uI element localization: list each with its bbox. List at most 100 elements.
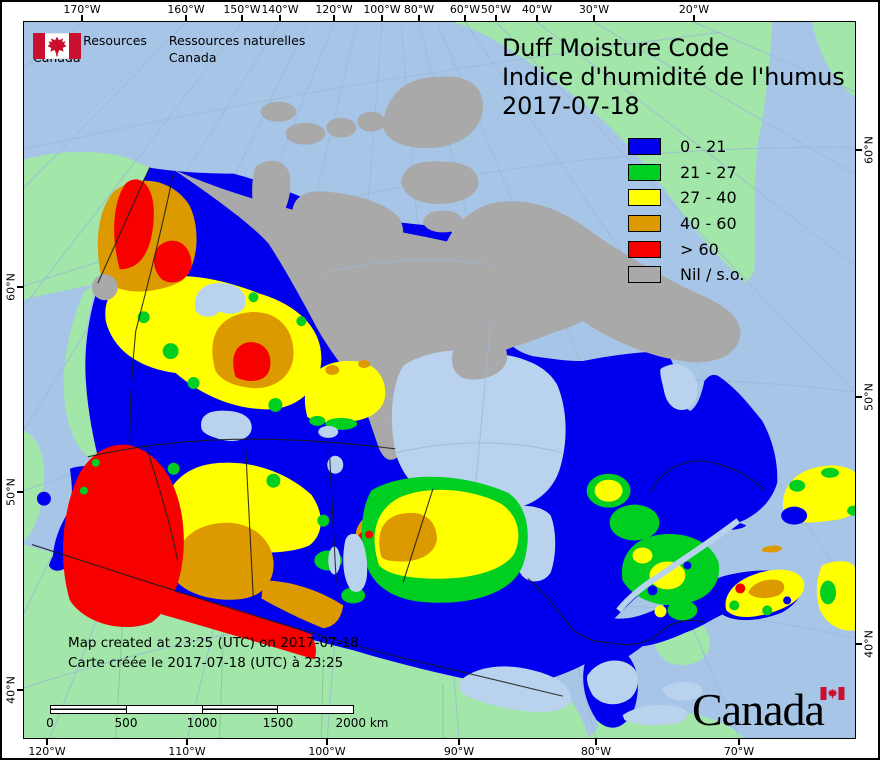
axis-tick (279, 15, 281, 21)
legend-swatch-dmc_blue (628, 138, 661, 156)
creation-note-fr: Carte créée le 2017-07-18 (UTC) à 23:25 (68, 654, 344, 671)
legend-item-2: 27 - 40 (628, 185, 744, 211)
scale-segment (278, 706, 353, 713)
axis-label-top-60W: 60°W (449, 3, 481, 16)
map-title-en: Duff Moisture Code (502, 34, 729, 62)
axis-label-top-170W: 170°W (63, 3, 101, 16)
axis-label-bottom-80W: 80°W (580, 745, 612, 758)
canada-dmc-map (24, 22, 855, 738)
department-fr-line2: Canada (168, 49, 217, 65)
nil-tundra-layer (173, 169, 585, 460)
legend-label: Nil / s.o. (680, 265, 745, 285)
axis-label-top-140W: 140°W (261, 3, 299, 16)
legend-swatch-dmc_orange (628, 215, 661, 233)
axis-tick (693, 15, 695, 21)
legend-item-3: 40 - 60 (628, 211, 744, 237)
axis-label-top-30W: 30°W (578, 3, 610, 16)
axis-tick (458, 739, 460, 745)
scale-segment (127, 706, 203, 713)
axis-label-top-120W: 120°W (315, 3, 353, 16)
axis-tick (185, 15, 187, 21)
canada-wordmark: Canada (692, 684, 855, 738)
axis-tick (17, 491, 23, 493)
axis-tick (856, 643, 862, 645)
axis-label-top-160W: 160°W (167, 3, 205, 16)
map-title: Duff Moisture Code Indice d'humidité de … (502, 34, 845, 121)
axis-tick (17, 286, 23, 288)
axis-tick (333, 15, 335, 21)
legend-item-4: > 60 (628, 236, 744, 262)
axis-label-left-40N: 40°N (4, 676, 18, 704)
maple-leaf-icon (47, 36, 67, 57)
axis-tick (326, 739, 328, 745)
axis-label-top-40W: 40°W (521, 3, 553, 16)
axis-label-left-50N: 50°N (4, 478, 18, 506)
axis-tick (464, 15, 466, 21)
map-date: 2017-07-18 (502, 92, 640, 120)
axis-tick (738, 739, 740, 745)
scale-label-0: 0 (46, 716, 54, 730)
axis-tick (17, 689, 23, 691)
axis-tick (593, 15, 595, 21)
legend-item-5: Nil / s.o. (628, 262, 744, 288)
axis-label-top-20W: 20°W (678, 3, 710, 16)
axis-tick (241, 15, 243, 21)
legend-label: 0 - 21 (680, 137, 727, 157)
axis-tick (856, 396, 862, 398)
creation-note-en: Map created at 23:25 (UTC) on 2017-07-18 (68, 635, 359, 651)
legend-swatch-dmc_green (628, 163, 661, 181)
legend-item-1: 21 - 27 (628, 160, 744, 186)
scale-label-end: 2000 km (335, 716, 389, 730)
axis-tick (418, 15, 420, 21)
department-name-fr: Ressources naturelles Canada (169, 33, 305, 66)
dmc-regions-layer (63, 179, 855, 660)
axis-label-top-50W: 50°W (480, 3, 512, 16)
legend-swatch-dmc_red (628, 240, 661, 258)
scale-label-500: 500 (114, 716, 138, 730)
axis-tick (856, 149, 862, 151)
lakes-layer (194, 283, 741, 726)
wordmark-flag-icon (820, 687, 845, 700)
scale-bar: 0 500 1000 1500 2000 km (46, 705, 389, 731)
canada-flag-icon (33, 33, 81, 59)
axis-tick (536, 15, 538, 21)
map-canvas: Natural Resources Canada Ressources natu… (23, 21, 856, 739)
axis-label-bottom-70W: 70°W (723, 745, 755, 758)
axis-label-bottom-100W: 100°W (308, 745, 346, 758)
axis-tick (46, 739, 48, 745)
legend-label: > 60 (680, 239, 719, 259)
axis-tick (381, 15, 383, 21)
axis-label-top-100W: 100°W (363, 3, 401, 16)
axis-label-bottom-110W: 110°W (168, 745, 206, 758)
axis-label-left-60N: 60°N (4, 273, 18, 301)
department-fr-line1: Ressources naturelles (168, 33, 306, 48)
legend: 0 - 21 21 - 27 27 - 40 40 - 60 > 60 Nil / s.o… (628, 134, 744, 288)
map-title-fr: Indice d'humidité de l'humus (502, 63, 845, 91)
hudson-bay-layer (323, 259, 698, 582)
axis-label-right-50N: 50°N (862, 383, 876, 411)
legend-label: 21 - 27 (680, 162, 737, 182)
axis-label-bottom-90W: 90°W (443, 745, 475, 758)
axis-label-bottom-120W: 120°W (28, 745, 66, 758)
creation-notes: Map created at 23:25 (UTC) on 2017-07-18… (68, 634, 359, 673)
arctic-islands-layer (252, 76, 741, 363)
legend-swatch-dmc_yellow (628, 189, 661, 207)
boundaries-layer (31, 167, 765, 697)
legend-label: 40 - 60 (680, 214, 737, 234)
axis-tick (186, 739, 188, 745)
wordmark-text: Canada (692, 684, 825, 735)
legend-swatch-nil_gray (628, 266, 661, 284)
axis-tick (495, 15, 497, 21)
axis-label-top-80W: 80°W (403, 3, 435, 16)
legend-label: 27 - 40 (680, 188, 737, 208)
scale-bar-graphic (50, 705, 354, 714)
scale-segment (202, 706, 279, 713)
axis-tick (595, 739, 597, 745)
nrcan-logo: Natural Resources Canada Ressources natu… (33, 33, 327, 66)
axis-label-top-150W: 150°W (223, 3, 261, 16)
axis-tick (81, 15, 83, 21)
scale-label-1000: 1000 (186, 716, 218, 730)
axis-label-right-60N: 60°N (862, 136, 876, 164)
axis-label-right-40N: 40°N (862, 630, 876, 658)
